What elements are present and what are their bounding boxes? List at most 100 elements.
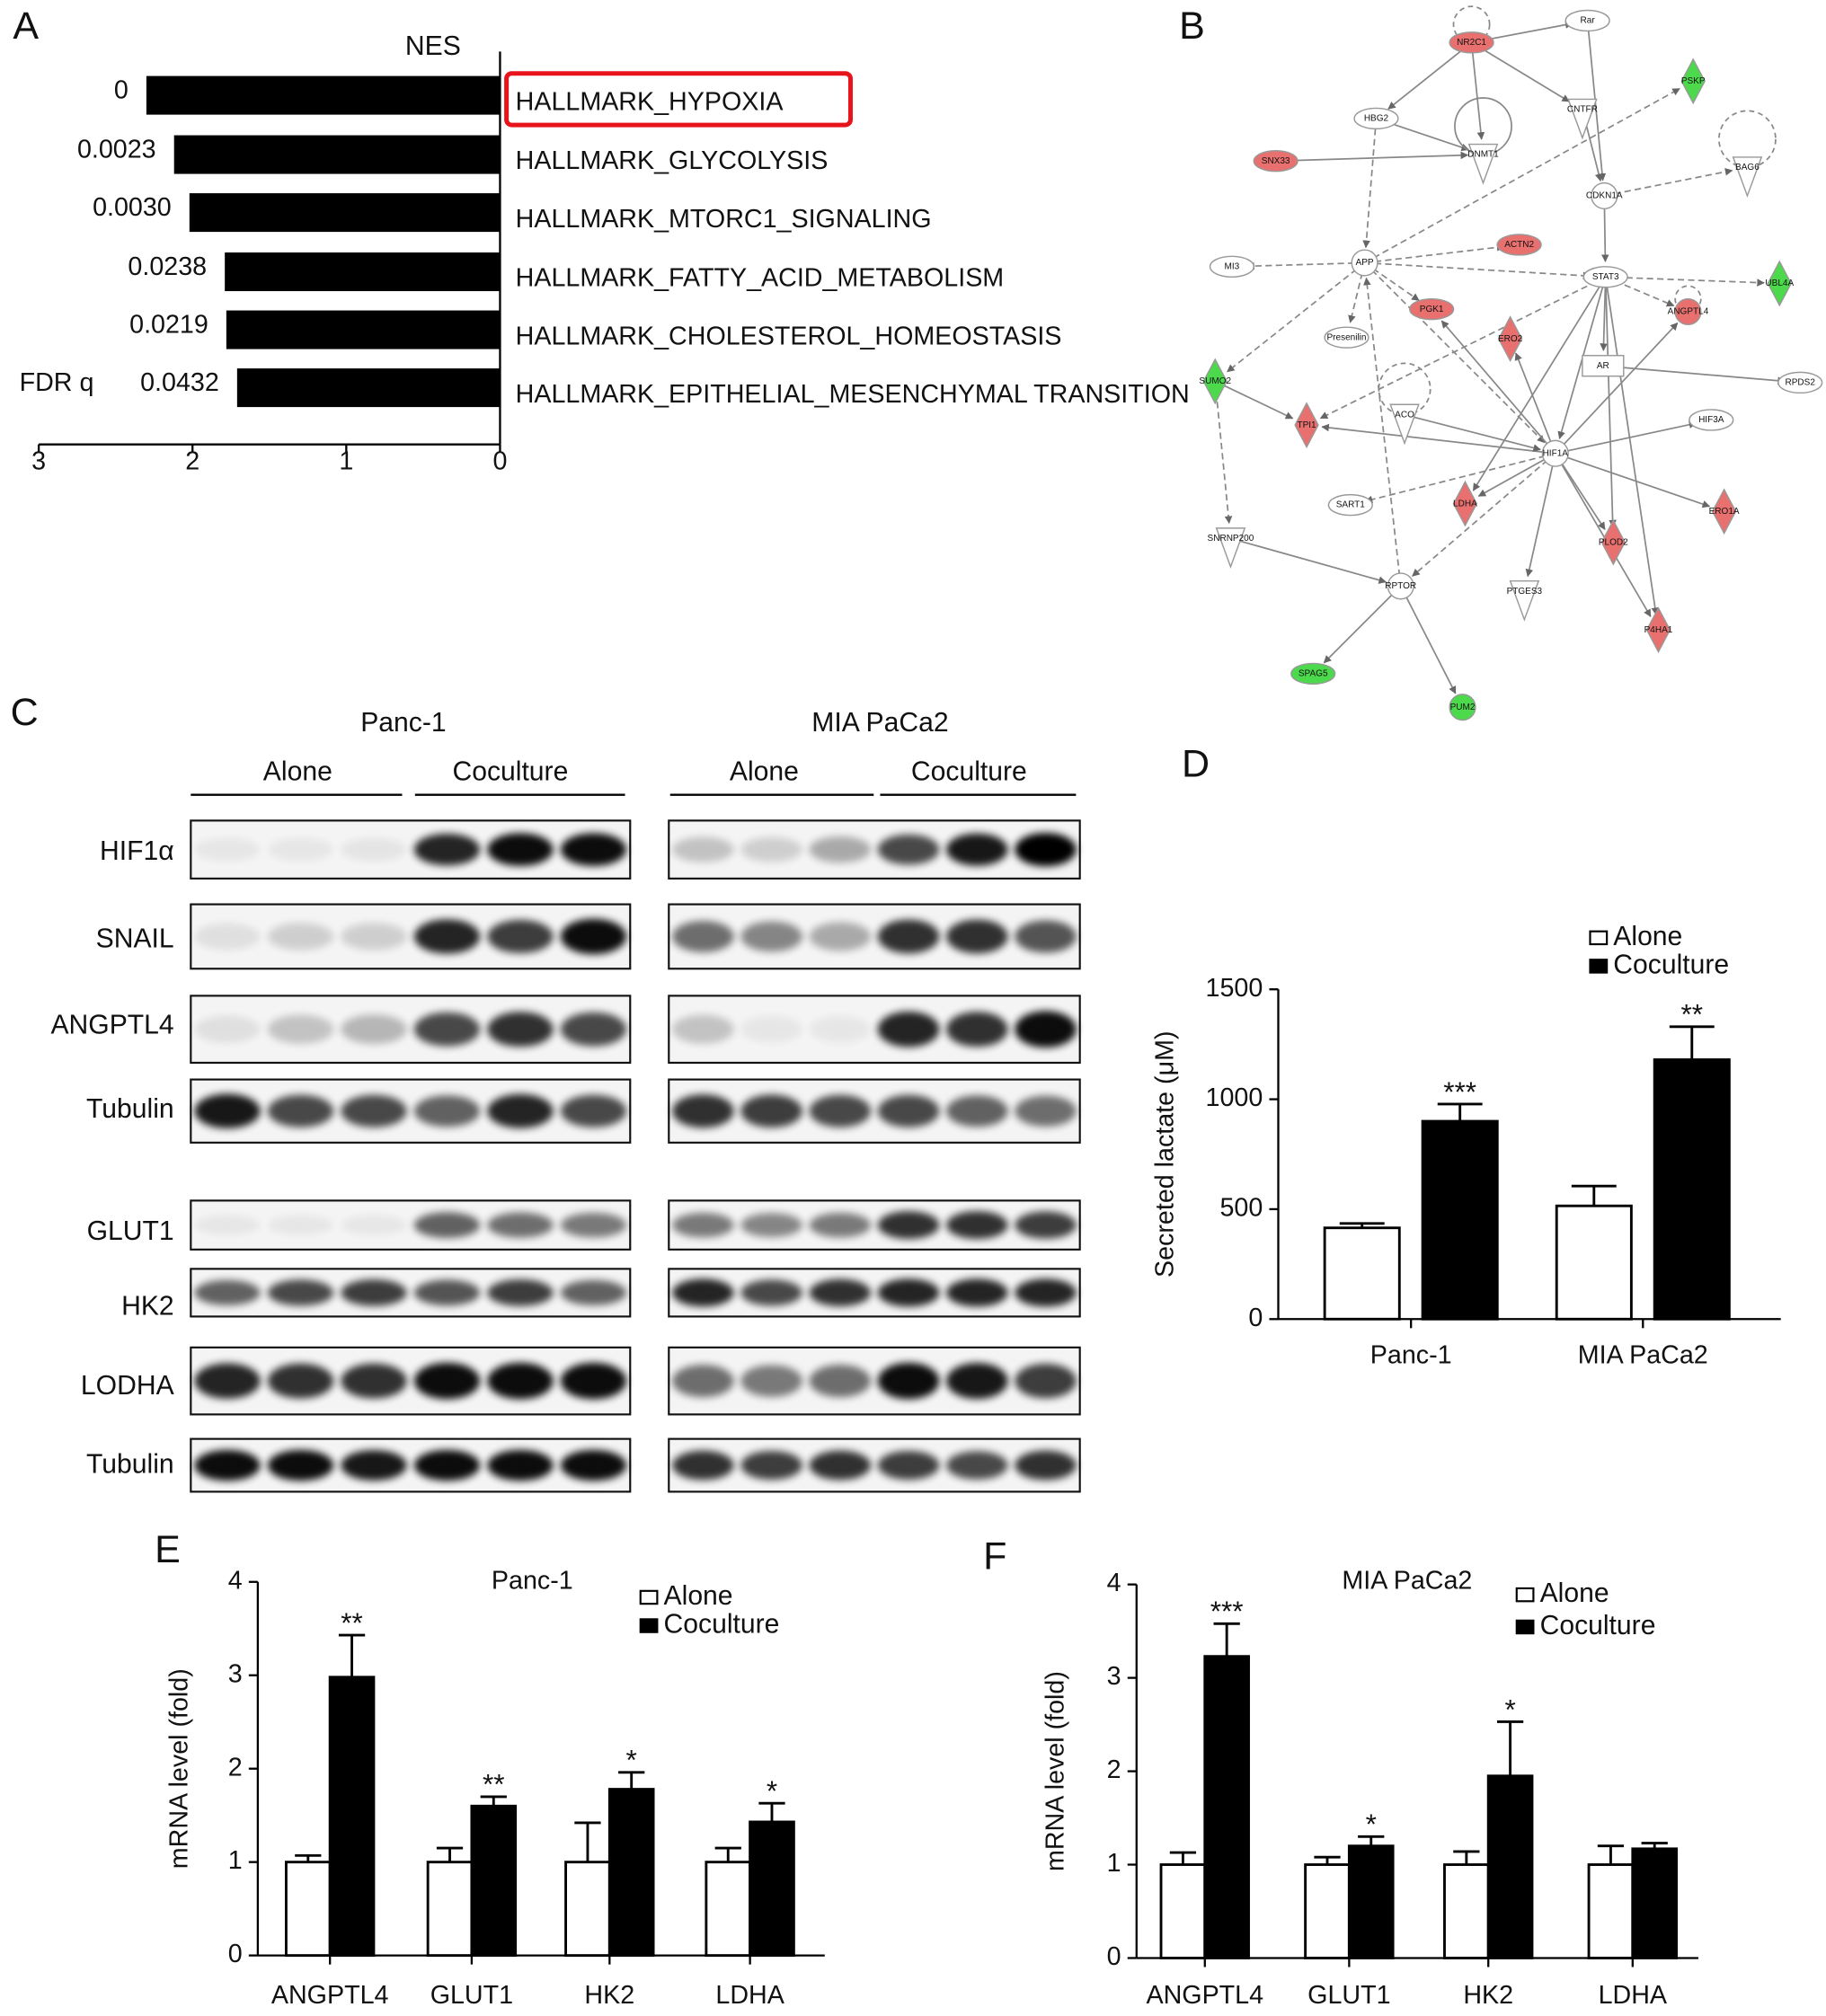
x-tick-label: 1 — [339, 447, 353, 475]
bar — [236, 368, 501, 408]
bar — [749, 1820, 795, 1958]
protein-label: Tubulin — [86, 1450, 174, 1480]
bar — [1555, 1204, 1633, 1321]
blot-band — [1015, 1211, 1077, 1239]
node-label: Presenilin — [1327, 332, 1367, 342]
network-node — [1452, 480, 1478, 527]
blot-band — [672, 1365, 734, 1398]
network-node — [1209, 255, 1254, 278]
category-label: HALLMARK_GLYCOLYSIS — [516, 146, 829, 175]
bar — [173, 135, 501, 174]
blot-frame — [668, 1268, 1081, 1318]
blot-band — [560, 1362, 627, 1400]
node-label: PUM2 — [1450, 703, 1476, 712]
blot-frame — [190, 1268, 632, 1318]
significance-label: * — [1366, 1808, 1377, 1840]
network-node — [1689, 409, 1734, 431]
fdr-value: 0 — [114, 75, 129, 104]
significance-label: *** — [1443, 1075, 1476, 1108]
x-tick-label: HK2 — [1463, 1981, 1513, 2010]
blot-band — [740, 1094, 802, 1128]
node-label: LDHA — [1453, 499, 1477, 508]
blot-band — [267, 923, 334, 951]
blot-band — [809, 1212, 872, 1238]
blot-frame — [190, 1078, 632, 1144]
network-edge — [1602, 365, 1786, 385]
network-node — [1389, 403, 1420, 446]
network-edge — [1362, 118, 1378, 249]
network-node — [1732, 156, 1763, 199]
node-label: HIF1A — [1543, 448, 1569, 458]
blot-band — [487, 1012, 554, 1048]
significance-label: ** — [483, 1768, 505, 1800]
network-node — [1497, 315, 1523, 363]
blot-band — [946, 1211, 1008, 1240]
bar — [328, 1676, 376, 1958]
blot-band — [194, 1279, 261, 1305]
significance-label: * — [1504, 1693, 1515, 1725]
y-tick-label: 4 — [1107, 1569, 1121, 1597]
node-label: PSKP — [1681, 76, 1706, 86]
blot-band — [877, 1211, 940, 1240]
blot-band — [560, 1449, 627, 1481]
condition-label: Coculture — [911, 756, 1027, 786]
bar — [1203, 1655, 1250, 1959]
node-label: SUMO2 — [1199, 376, 1231, 386]
network-node — [1496, 234, 1542, 256]
protein-label: GLUT1 — [87, 1216, 174, 1246]
blot-band — [1015, 1278, 1077, 1307]
blot-band — [560, 1212, 627, 1238]
blot-band — [809, 1015, 872, 1043]
bar — [284, 1861, 332, 1958]
node-label: HBG2 — [1364, 114, 1389, 124]
network-edge — [1605, 276, 1765, 287]
network-edge — [1525, 453, 1556, 578]
blot-band — [1015, 920, 1077, 953]
network-node — [1591, 181, 1618, 210]
blot-band — [946, 1363, 1008, 1400]
node-label: P4HA1 — [1644, 625, 1673, 635]
blot-frame — [668, 1437, 1081, 1493]
blot-band — [560, 1012, 627, 1047]
network-edge — [1604, 277, 1660, 615]
blot-band — [740, 1015, 802, 1043]
network-node — [1674, 297, 1702, 326]
y-tick-label: 4 — [228, 1566, 243, 1595]
blot-band — [740, 1450, 802, 1481]
x-tick-label: MIA PaCa2 — [1578, 1340, 1708, 1369]
node-label: AR — [1597, 361, 1609, 371]
network-edge — [1214, 381, 1233, 525]
blot-frame — [668, 903, 1081, 970]
y-axis-title: Secreted lactate (μM) — [1150, 1030, 1179, 1278]
blot-band — [194, 1449, 261, 1481]
node-label: ERO2 — [1498, 334, 1523, 344]
network-node — [1324, 326, 1370, 349]
network-edge — [1246, 261, 1365, 270]
category-label: HALLMARK_MTORC1_SIGNALING — [516, 205, 932, 234]
protein-label: HK2 — [121, 1291, 174, 1321]
network-edge — [1319, 276, 1607, 420]
network-node — [1387, 572, 1414, 600]
node-label: TPI1 — [1297, 420, 1316, 430]
node-label: SPAG5 — [1299, 669, 1328, 679]
network-edge — [1555, 452, 1711, 508]
legend-swatch — [639, 1589, 659, 1605]
protein-label: HIF1α — [100, 836, 174, 866]
bar — [146, 75, 501, 115]
blot-band — [877, 1094, 940, 1127]
chart-title: MIA PaCa2 — [1342, 1566, 1472, 1595]
blot-band — [413, 1212, 481, 1238]
bar — [426, 1861, 474, 1958]
bar — [225, 252, 501, 292]
blot-band — [809, 1278, 872, 1307]
blot-frame — [190, 819, 632, 880]
blot-frame — [190, 903, 632, 970]
blot-band — [267, 1215, 334, 1235]
blot-band — [487, 919, 554, 954]
panel-letter: C — [11, 691, 39, 734]
category-label: HALLMARK_FATTY_ACID_METABOLISM — [516, 264, 1005, 293]
network-edge — [1471, 41, 1570, 102]
network-edge — [1555, 420, 1697, 455]
fdr-title: FDR q — [20, 368, 94, 397]
blot-frame — [668, 1078, 1081, 1144]
